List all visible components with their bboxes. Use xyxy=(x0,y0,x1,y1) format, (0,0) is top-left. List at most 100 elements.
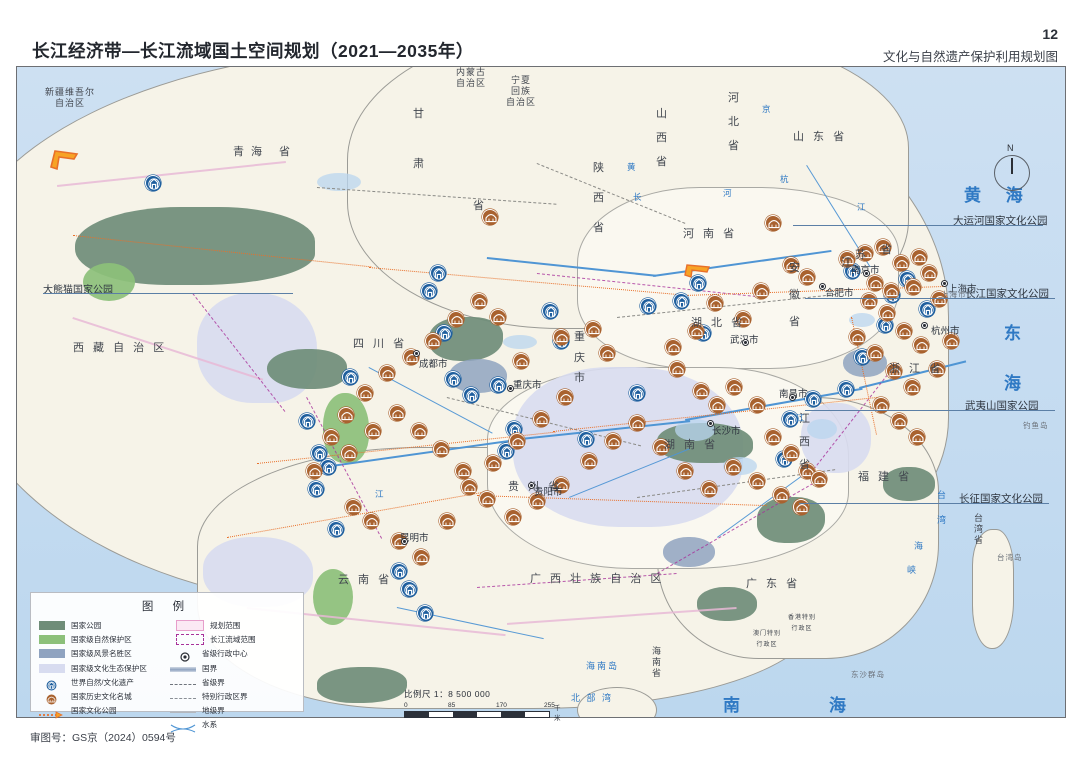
historic-city-icon[interactable] xyxy=(886,363,903,380)
historic-city-icon[interactable] xyxy=(439,513,456,530)
historic-city-icon[interactable] xyxy=(533,411,550,428)
historic-city-icon[interactable] xyxy=(509,433,526,450)
world-heritage-icon[interactable] xyxy=(578,431,595,448)
world-heritage-icon[interactable] xyxy=(308,481,325,498)
historic-city-icon[interactable] xyxy=(929,361,946,378)
historic-city-icon[interactable] xyxy=(448,311,465,328)
historic-city-icon[interactable] xyxy=(765,215,782,232)
historic-city-icon[interactable] xyxy=(861,293,878,310)
historic-city-icon[interactable] xyxy=(799,269,816,286)
world-heritage-icon[interactable] xyxy=(311,445,328,462)
historic-city-icon[interactable] xyxy=(911,249,928,266)
historic-city-icon[interactable] xyxy=(581,453,598,470)
historic-city-icon[interactable] xyxy=(529,493,546,510)
historic-city-icon[interactable] xyxy=(403,349,420,366)
historic-city-icon[interactable] xyxy=(455,463,472,480)
historic-city-icon[interactable] xyxy=(482,209,499,226)
world-heritage-icon[interactable] xyxy=(417,605,434,622)
historic-city-icon[interactable] xyxy=(338,407,355,424)
historic-city-icon[interactable] xyxy=(653,439,670,456)
historic-city-icon[interactable] xyxy=(513,353,530,370)
historic-city-icon[interactable] xyxy=(433,441,450,458)
historic-city-icon[interactable] xyxy=(905,279,922,296)
historic-city-icon[interactable] xyxy=(749,397,766,414)
historic-city-icon[interactable] xyxy=(665,339,682,356)
world-heritage-icon[interactable] xyxy=(640,298,657,315)
historic-city-icon[interactable] xyxy=(323,429,340,446)
world-heritage-icon[interactable] xyxy=(145,175,162,192)
historic-city-icon[interactable] xyxy=(425,333,442,350)
world-heritage-icon[interactable] xyxy=(838,381,855,398)
historic-city-icon[interactable] xyxy=(693,383,710,400)
historic-city-icon[interactable] xyxy=(505,509,522,526)
historic-city-icon[interactable] xyxy=(461,479,478,496)
historic-city-icon[interactable] xyxy=(943,333,960,350)
historic-city-icon[interactable] xyxy=(913,337,930,354)
historic-city-icon[interactable] xyxy=(363,513,380,530)
historic-city-icon[interactable] xyxy=(557,389,574,406)
historic-city-icon[interactable] xyxy=(873,397,890,414)
world-heritage-icon[interactable] xyxy=(342,369,359,386)
historic-city-icon[interactable] xyxy=(389,405,406,422)
world-heritage-icon[interactable] xyxy=(673,293,690,310)
historic-city-icon[interactable] xyxy=(891,413,908,430)
historic-city-icon[interactable] xyxy=(725,459,742,476)
historic-city-icon[interactable] xyxy=(341,445,358,462)
world-heritage-icon[interactable] xyxy=(498,443,515,460)
historic-city-icon[interactable] xyxy=(485,455,502,472)
historic-city-icon[interactable] xyxy=(490,309,507,326)
historic-city-icon[interactable] xyxy=(357,385,374,402)
historic-city-icon[interactable] xyxy=(365,423,382,440)
world-heritage-icon[interactable] xyxy=(401,581,418,598)
historic-city-icon[interactable] xyxy=(669,361,686,378)
historic-city-icon[interactable] xyxy=(879,305,896,322)
world-heritage-icon[interactable] xyxy=(299,413,316,430)
historic-city-icon[interactable] xyxy=(709,397,726,414)
historic-city-icon[interactable] xyxy=(849,329,866,346)
world-heritage-icon[interactable] xyxy=(490,377,507,394)
historic-city-icon[interactable] xyxy=(811,471,828,488)
historic-city-icon[interactable] xyxy=(688,323,705,340)
historic-city-icon[interactable] xyxy=(735,311,752,328)
historic-city-icon[interactable] xyxy=(783,445,800,462)
historic-city-icon[interactable] xyxy=(904,379,921,396)
world-heritage-icon[interactable] xyxy=(391,563,408,580)
historic-city-icon[interactable] xyxy=(921,265,938,282)
historic-city-icon[interactable] xyxy=(701,481,718,498)
historic-city-icon[interactable] xyxy=(867,275,884,292)
world-heritage-icon[interactable] xyxy=(445,371,462,388)
world-heritage-icon[interactable] xyxy=(463,387,480,404)
historic-city-icon[interactable] xyxy=(726,379,743,396)
historic-city-icon[interactable] xyxy=(883,283,900,300)
historic-city-icon[interactable] xyxy=(875,239,892,256)
historic-city-icon[interactable] xyxy=(773,487,790,504)
historic-city-icon[interactable] xyxy=(753,283,770,300)
historic-city-icon[interactable] xyxy=(411,423,428,440)
historic-city-icon[interactable] xyxy=(599,345,616,362)
historic-city-icon[interactable] xyxy=(909,429,926,446)
historic-city-icon[interactable] xyxy=(379,365,396,382)
historic-city-icon[interactable] xyxy=(629,415,646,432)
world-heritage-icon[interactable] xyxy=(430,265,447,282)
historic-city-icon[interactable] xyxy=(931,291,948,308)
historic-city-icon[interactable] xyxy=(413,549,430,566)
historic-city-icon[interactable] xyxy=(765,429,782,446)
historic-city-icon[interactable] xyxy=(345,499,362,516)
world-heritage-icon[interactable] xyxy=(328,521,345,538)
world-heritage-icon[interactable] xyxy=(919,301,936,318)
historic-city-icon[interactable] xyxy=(471,293,488,310)
world-heritage-icon[interactable] xyxy=(421,283,438,300)
historic-city-icon[interactable] xyxy=(893,255,910,272)
historic-city-icon[interactable] xyxy=(553,329,570,346)
historic-city-icon[interactable] xyxy=(707,295,724,312)
historic-city-icon[interactable] xyxy=(605,433,622,450)
historic-city-icon[interactable] xyxy=(306,463,323,480)
historic-city-icon[interactable] xyxy=(839,251,856,268)
historic-city-icon[interactable] xyxy=(867,345,884,362)
world-heritage-icon[interactable] xyxy=(854,349,871,366)
historic-city-icon[interactable] xyxy=(479,491,496,508)
historic-city-icon[interactable] xyxy=(553,477,570,494)
historic-city-icon[interactable] xyxy=(783,257,800,274)
world-heritage-icon[interactable] xyxy=(690,275,707,292)
world-heritage-icon[interactable] xyxy=(629,385,646,402)
